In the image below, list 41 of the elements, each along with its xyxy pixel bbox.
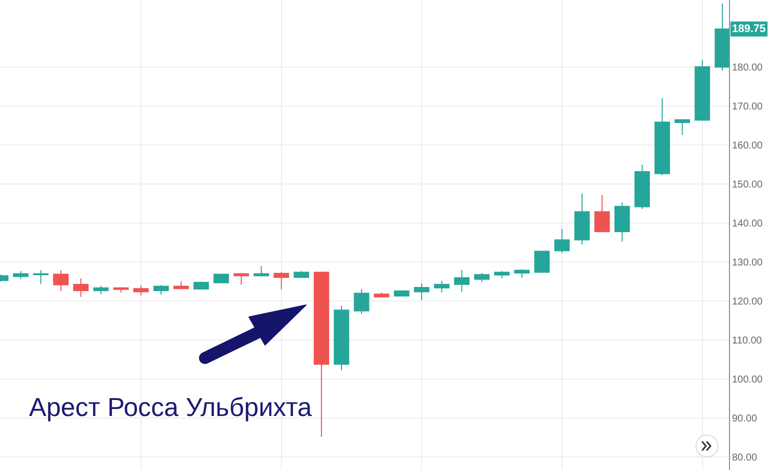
candlestick bbox=[294, 270, 310, 279]
y-tick-label: 170.00 bbox=[732, 102, 764, 113]
candlestick bbox=[394, 290, 410, 297]
y-tick-label: 140.00 bbox=[732, 218, 764, 230]
candlestick bbox=[53, 270, 69, 292]
y-tick-label: 100.00 bbox=[732, 374, 764, 386]
y-tick-label: 120.00 bbox=[732, 296, 764, 308]
candlestick bbox=[694, 60, 710, 122]
candlestick bbox=[153, 284, 169, 295]
candlestick bbox=[434, 280, 450, 294]
y-tick-label: 130.00 bbox=[732, 258, 764, 269]
candlestick bbox=[654, 98, 670, 176]
candlestick bbox=[73, 278, 89, 298]
y-tick-label: 160.00 bbox=[732, 140, 764, 152]
candlestick bbox=[634, 164, 650, 210]
y-tick-label: 180.00 bbox=[732, 62, 764, 74]
annotation: Арест Росса Ульбрихта bbox=[29, 392, 312, 422]
candlestick bbox=[534, 250, 550, 274]
candlestick bbox=[334, 305, 350, 371]
y-tick-label: 150.00 bbox=[732, 180, 764, 191]
candlestick bbox=[454, 269, 470, 292]
candlestick bbox=[374, 292, 390, 298]
candlestick bbox=[594, 194, 610, 232]
candlestick bbox=[614, 202, 630, 242]
candlestick bbox=[354, 288, 370, 314]
candlestick bbox=[314, 270, 330, 438]
candlestick bbox=[414, 283, 430, 300]
candlestick bbox=[234, 272, 249, 286]
candlestick bbox=[574, 192, 590, 246]
y-tick-label: 110.00 bbox=[732, 336, 762, 347]
y-tick-label: 80.00 bbox=[732, 452, 758, 464]
candlestick bbox=[254, 266, 270, 278]
candlestick bbox=[554, 228, 570, 254]
annotation: 189.75 bbox=[732, 23, 766, 35]
y-tick-label: 90.00 bbox=[732, 414, 758, 425]
candlestick bbox=[133, 285, 149, 296]
candlestick bbox=[193, 281, 209, 290]
candlestick bbox=[674, 118, 690, 136]
candlestick bbox=[214, 273, 229, 284]
candlestick bbox=[474, 272, 490, 282]
candlestick bbox=[274, 272, 290, 290]
